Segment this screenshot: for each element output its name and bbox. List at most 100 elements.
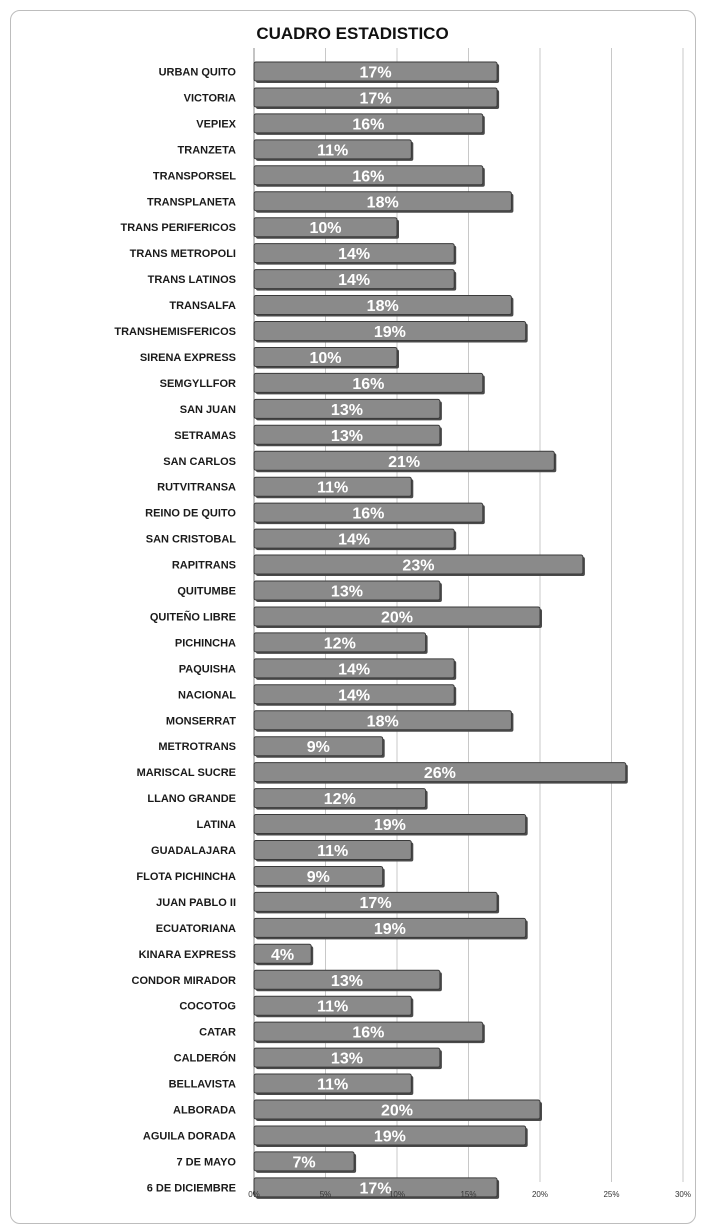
category-label: ALBORADA xyxy=(173,1105,236,1117)
x-tick-label: 5% xyxy=(320,1190,332,1199)
x-tick-label: 25% xyxy=(603,1190,619,1199)
data-label: 10% xyxy=(309,350,341,367)
category-label: SIRENA EXPRESS xyxy=(140,352,236,364)
bar xyxy=(253,87,498,108)
bar xyxy=(253,450,555,471)
data-label: 13% xyxy=(331,973,363,990)
category-label: SAN CRISTOBAL xyxy=(146,534,237,546)
bar xyxy=(253,1073,412,1094)
category-label: RAPITRANS xyxy=(172,560,236,572)
bar xyxy=(253,295,512,316)
bar xyxy=(253,684,455,705)
data-label: 23% xyxy=(402,558,434,575)
bar xyxy=(253,969,441,990)
x-tick-label: 20% xyxy=(532,1190,548,1199)
bar xyxy=(253,321,527,341)
bar xyxy=(253,943,312,964)
category-label: CONDOR MIRADOR xyxy=(132,975,237,987)
data-label: 13% xyxy=(331,402,363,419)
category-label: 7 DE MAYO xyxy=(176,1156,236,1168)
bar xyxy=(253,554,584,575)
bar xyxy=(253,580,441,601)
bar xyxy=(253,736,384,757)
category-label: QUITUMBE xyxy=(177,586,236,598)
category-label: MONSERRAT xyxy=(166,715,236,727)
category-label: CALDERÓN xyxy=(174,1052,236,1065)
category-label: FLOTA PICHINCHA xyxy=(136,871,236,883)
data-label: 17% xyxy=(360,1180,392,1197)
bar xyxy=(253,61,498,82)
category-label: PICHINCHA xyxy=(175,637,236,649)
data-label: 16% xyxy=(352,506,384,523)
data-label: 14% xyxy=(338,272,370,289)
bar xyxy=(253,1099,541,1120)
chart-title: CUADRO ESTADISTICO xyxy=(256,24,449,43)
category-label: REINO DE QUITO xyxy=(145,508,236,520)
bar xyxy=(253,1151,355,1172)
category-label: NACIONAL xyxy=(178,689,236,701)
bar xyxy=(253,840,412,860)
category-label: JUAN PABLO II xyxy=(156,897,236,909)
data-label: 12% xyxy=(324,635,356,652)
data-label: 17% xyxy=(360,90,392,107)
category-label: QUITEÑO LIBRE xyxy=(150,610,236,623)
category-label: SEMGYLLFOR xyxy=(160,378,236,390)
data-label: 19% xyxy=(374,921,406,938)
x-tick-label: 10% xyxy=(389,1190,405,1199)
data-label: 18% xyxy=(367,194,399,211)
data-label: 11% xyxy=(317,142,348,159)
category-label: TRANSHEMISFERICOS xyxy=(114,326,236,338)
category-label: SAN CARLOS xyxy=(163,456,236,468)
category-label: CATAR xyxy=(199,1027,236,1039)
bar xyxy=(253,346,398,367)
data-label: 9% xyxy=(307,739,330,756)
bar xyxy=(253,398,441,419)
data-label: 11% xyxy=(317,843,348,860)
bar xyxy=(253,165,484,186)
category-label: TRANSPLANETA xyxy=(147,196,236,208)
data-label: 16% xyxy=(352,376,384,393)
bar xyxy=(253,1125,527,1146)
bar xyxy=(253,139,412,160)
data-label: 4% xyxy=(271,947,294,964)
x-tick-label: 15% xyxy=(460,1190,476,1199)
category-label: ECUATORIANA xyxy=(156,923,236,935)
bar xyxy=(253,865,384,886)
category-label: SAN JUAN xyxy=(180,404,236,416)
category-label: MARISCAL SUCRE xyxy=(137,767,236,779)
data-label: 13% xyxy=(331,584,363,601)
category-label: VEPIEX xyxy=(196,118,236,130)
data-label: 14% xyxy=(338,532,370,549)
category-label: VICTORIA xyxy=(184,92,236,104)
category-label: COCOTOG xyxy=(179,1001,236,1013)
data-label: 19% xyxy=(374,817,406,834)
bar xyxy=(253,710,512,731)
category-label: TRANZETA xyxy=(178,144,237,156)
data-label: 11% xyxy=(317,999,348,1016)
data-label: 7% xyxy=(292,1154,315,1171)
data-label: 20% xyxy=(381,1103,413,1120)
category-label: TRANS METROPOLI xyxy=(130,248,236,260)
category-label: KINARA EXPRESS xyxy=(139,949,236,961)
data-label: 9% xyxy=(307,869,330,886)
category-label: TRANSALFA xyxy=(169,300,236,312)
bar xyxy=(253,632,427,653)
bar xyxy=(253,528,455,549)
data-label: 18% xyxy=(367,298,399,315)
category-label: RUTVITRANSA xyxy=(157,482,236,494)
category-label: GUADALAJARA xyxy=(151,845,236,857)
data-label: 19% xyxy=(374,324,406,341)
data-label: 14% xyxy=(338,687,370,704)
bar xyxy=(253,424,441,445)
data-label: 16% xyxy=(352,1025,384,1042)
bar xyxy=(253,243,455,264)
bar xyxy=(253,762,627,783)
data-label: 26% xyxy=(424,765,456,782)
category-label: BELLAVISTA xyxy=(169,1079,236,1091)
bar xyxy=(253,606,541,627)
data-label: 11% xyxy=(317,1077,348,1094)
category-label: METROTRANS xyxy=(158,741,236,753)
bar xyxy=(253,502,484,523)
data-label: 17% xyxy=(360,895,392,912)
